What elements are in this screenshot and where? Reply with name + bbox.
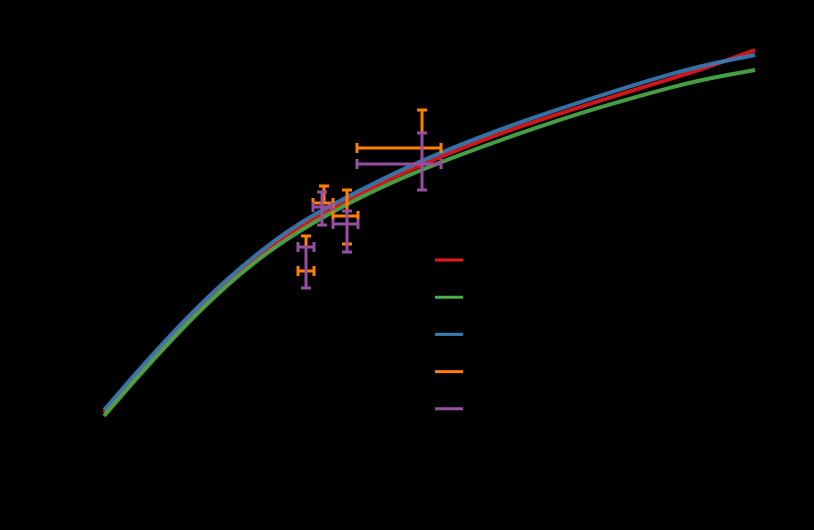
error-bar-point <box>311 190 334 227</box>
error-bar-point <box>331 209 360 254</box>
error-bar-point <box>296 242 316 290</box>
error-bar-point <box>355 131 443 192</box>
error-bar-point <box>355 108 443 153</box>
legend <box>435 258 463 411</box>
measurement-error-bars <box>296 108 443 290</box>
series-blue <box>102 53 756 412</box>
series-green <box>102 68 756 418</box>
series-red <box>102 48 756 415</box>
model-curves <box>102 48 756 418</box>
